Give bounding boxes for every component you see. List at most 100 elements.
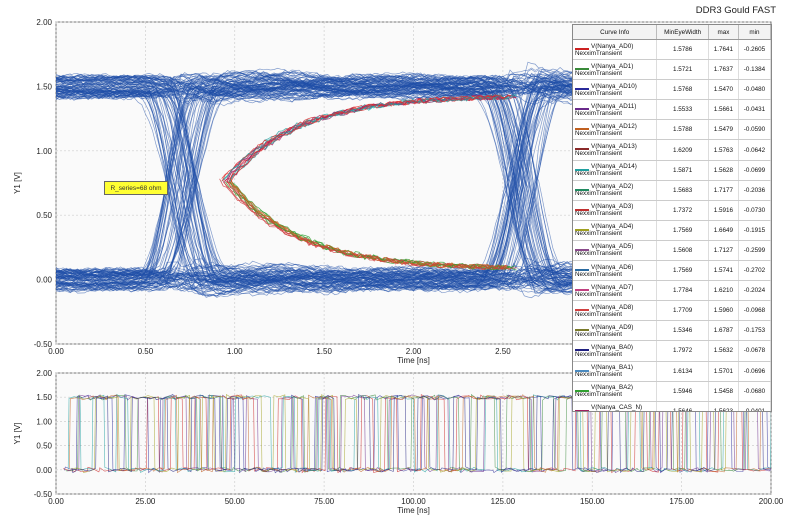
legend-min: -0.0480 xyxy=(739,80,771,99)
legend-min-eye-width: 1.7784 xyxy=(657,281,708,300)
legend-max: 1.5701 xyxy=(709,362,739,381)
transient-xtick-label: 125.00 xyxy=(491,497,516,506)
legend-max: 1.7177 xyxy=(709,181,739,200)
legend-row[interactable]: V(Nanya_AD1) NexximTransient 1.5721 1.7637-… xyxy=(573,60,771,80)
legend-curve-source: NexximTransient xyxy=(573,150,656,157)
legend-curve-info: V(Nanya_AD9) NexximTransient xyxy=(573,321,657,340)
eye-xaxis-label: Time [ns] xyxy=(397,356,430,365)
legend-row[interactable]: V(Nanya_CAS_N)NexximTransient1.56461.562… xyxy=(573,402,771,412)
legend-min: -0.0968 xyxy=(739,301,771,320)
legend-row[interactable]: V(Nanya_AD14) NexximTransient 1.5871 1.5628… xyxy=(573,161,771,181)
legend-min: -0.2702 xyxy=(739,261,771,280)
eye-ytick-label: 1.50 xyxy=(36,82,52,91)
legend-min: -0.0678 xyxy=(739,341,771,360)
legend-max: 1.5628 xyxy=(709,161,739,180)
legend-curve-info: V(Nanya_BA2) NexximTransient xyxy=(573,382,657,401)
transient-xtick-label: 175.00 xyxy=(669,497,694,506)
legend-row[interactable]: V(Nanya_AD10) NexximTransient 1.5768 1.5470… xyxy=(573,80,771,100)
legend-swatch xyxy=(575,390,589,392)
eye-xtick-label: 2.00 xyxy=(406,347,422,356)
legend-row[interactable]: V(Nanya_AD12) NexximTransient 1.5788 1.5479… xyxy=(573,120,771,140)
legend-swatch xyxy=(575,48,589,50)
eye-xtick-label: 0.00 xyxy=(48,347,64,356)
legend-row[interactable]: V(Nanya_AD3) NexximTransient 1.7372 1.5916-… xyxy=(573,201,771,221)
legend-min-eye-width: 1.5646 xyxy=(657,402,708,412)
legend-max: 1.6210 xyxy=(709,281,739,300)
legend-row[interactable]: V(Nanya_AD11) NexximTransient 1.5533 1.5661… xyxy=(573,100,771,120)
legend-row[interactable]: V(Nanya_BA0) NexximTransient 1.7972 1.5632-… xyxy=(573,341,771,361)
legend-row[interactable]: V(Nanya_AD5) NexximTransient 1.5608 1.7127-… xyxy=(573,241,771,261)
legend-min-eye-width: 1.5533 xyxy=(657,100,708,119)
legend-min-eye-width: 1.5788 xyxy=(657,120,708,139)
transient-ytick-label: 0.00 xyxy=(36,466,52,475)
legend-min: -0.0590 xyxy=(739,120,771,139)
legend-curve-info: V(Nanya_AD4) NexximTransient xyxy=(573,221,657,240)
legend-row[interactable]: V(Nanya_AD6) NexximTransient 1.7569 1.5741-… xyxy=(573,261,771,281)
legend-curve-source: NexximTransient xyxy=(573,291,656,298)
legend-curve-info: V(Nanya_AD3) NexximTransient xyxy=(573,201,657,220)
eye-ytick-label: 0.50 xyxy=(36,211,52,220)
legend-header: Curve Info MinEyeWidth max min xyxy=(573,25,771,40)
legend-curve-source: NexximTransient xyxy=(573,110,656,117)
legend-curve-info: V(Nanya_AD5) NexximTransient xyxy=(573,241,657,260)
legend-swatch xyxy=(575,68,589,70)
legend-max: 1.5623 xyxy=(709,402,739,412)
legend-max: 1.7127 xyxy=(709,241,739,260)
legend-row[interactable]: V(Nanya_AD2) NexximTransient 1.5683 1.7177-… xyxy=(573,181,771,201)
legend-curve-source: NexximTransient xyxy=(573,130,656,137)
eye-ytick-label: 1.00 xyxy=(36,147,52,156)
legend-min: -0.0642 xyxy=(739,140,771,159)
legend-max: 1.5458 xyxy=(709,382,739,401)
legend-swatch xyxy=(575,329,589,331)
legend-min-eye-width: 1.7972 xyxy=(657,341,708,360)
legend-min-eye-width: 1.5768 xyxy=(657,80,708,99)
legend-swatch xyxy=(575,289,589,291)
legend-max: 1.5960 xyxy=(709,301,739,320)
legend-curve-info: V(Nanya_AD13) NexximTransient xyxy=(573,140,657,159)
eye-xtick-label: 1.50 xyxy=(316,347,332,356)
legend-min-eye-width: 1.7569 xyxy=(657,221,708,240)
legend-swatch xyxy=(575,349,589,351)
legend-min: -0.1753 xyxy=(739,321,771,340)
legend-row[interactable]: V(Nanya_AD9) NexximTransient 1.5346 1.6787-… xyxy=(573,321,771,341)
legend-min: -0.2036 xyxy=(739,181,771,200)
legend-min-eye-width: 1.5786 xyxy=(657,40,708,59)
legend-max: 1.5479 xyxy=(709,120,739,139)
transient-xaxis-label: Time [ns] xyxy=(397,506,430,515)
legend-swatch xyxy=(575,148,589,150)
legend-min-eye-width: 1.7569 xyxy=(657,261,708,280)
legend-min: -0.0696 xyxy=(739,362,771,381)
legend-max: 1.5763 xyxy=(709,140,739,159)
legend-min-eye-width: 1.5683 xyxy=(657,181,708,200)
legend-row[interactable]: V(Nanya_AD0) NexximTransient 1.5786 1.7641-… xyxy=(573,40,771,60)
legend-row[interactable]: V(Nanya_AD4) NexximTransient 1.7569 1.6649-… xyxy=(573,221,771,241)
legend-row[interactable]: V(Nanya_BA2) NexximTransient 1.5946 1.5458-… xyxy=(573,382,771,402)
legend-min-eye-width: 1.6134 xyxy=(657,362,708,381)
legend-max: 1.5470 xyxy=(709,80,739,99)
legend-curve-source: NexximTransient xyxy=(573,190,656,197)
legend-table: Curve Info MinEyeWidth max min V(Nanya_A… xyxy=(572,24,772,412)
legend-curve-info: V(Nanya_AD10) NexximTransient xyxy=(573,80,657,99)
legend-max: 1.6649 xyxy=(709,221,739,240)
legend-header-curve-info: Curve Info xyxy=(573,25,657,39)
legend-curve-info: V(Nanya_BA1) NexximTransient xyxy=(573,362,657,381)
legend-min: -0.0401 xyxy=(739,402,771,412)
legend-curve-info: V(Nanya_AD6) NexximTransient xyxy=(573,261,657,280)
legend-max: 1.5741 xyxy=(709,261,739,280)
transient-ytick-label: 2.00 xyxy=(36,369,52,378)
legend-curve-info: V(Nanya_AD12) NexximTransient xyxy=(573,120,657,139)
legend-curve-source: NexximTransient xyxy=(573,391,656,398)
legend-min-eye-width: 1.5346 xyxy=(657,321,708,340)
legend-min-eye-width: 1.5608 xyxy=(657,241,708,260)
legend-row[interactable]: V(Nanya_BA1) NexximTransient 1.6134 1.5701-… xyxy=(573,362,771,382)
legend-row[interactable]: V(Nanya_AD7) NexximTransient 1.7784 1.6210-… xyxy=(573,281,771,301)
legend-swatch xyxy=(575,209,589,211)
legend-max: 1.7641 xyxy=(709,40,739,59)
legend-row[interactable]: V(Nanya_AD13) NexximTransient 1.6209 1.5763… xyxy=(573,140,771,160)
legend-curve-source: NexximTransient xyxy=(573,230,656,237)
legend-curve-source: NexximTransient xyxy=(573,250,656,257)
legend-max: 1.5632 xyxy=(709,341,739,360)
legend-max: 1.6787 xyxy=(709,321,739,340)
legend-swatch xyxy=(575,410,589,412)
legend-row[interactable]: V(Nanya_AD8) NexximTransient 1.7709 1.5960-… xyxy=(573,301,771,321)
